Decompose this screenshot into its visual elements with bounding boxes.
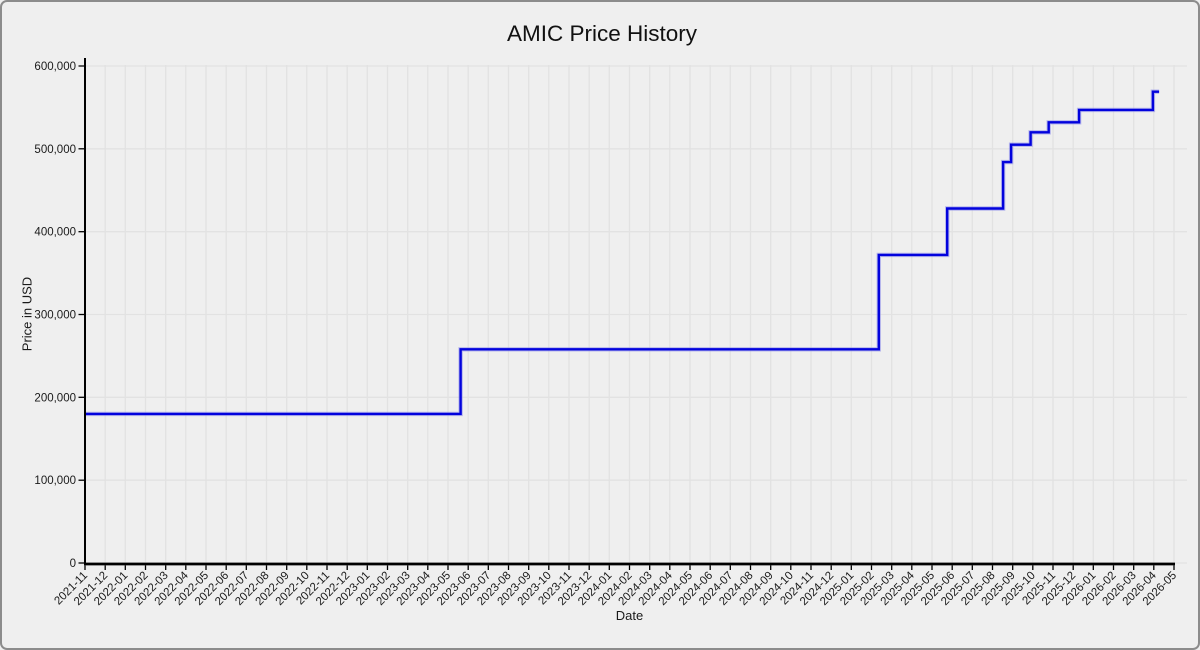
gridlines [84, 65, 1187, 564]
y-tick-label: 200,000 [34, 392, 76, 404]
y-tick-label: 0 [70, 558, 76, 570]
chart-title: AMIC Price History [506, 21, 698, 46]
y-axis-label: Price in USD [19, 276, 35, 352]
x-tick-labels: 2021-112021-122022-012022-022022-032022-… [52, 569, 1179, 608]
y-tick-label: 600,000 [34, 61, 76, 73]
tick-marks [78, 65, 1175, 570]
y-tick-label: 400,000 [34, 227, 76, 239]
x-axis-label: Date [615, 608, 644, 623]
y-tick-label: 500,000 [34, 144, 76, 156]
price-step-line [85, 90, 1160, 416]
y-tick-label: 300,000 [34, 310, 76, 322]
y-tick-label: 100,000 [34, 475, 76, 487]
y-tick-labels: 0 100,000 200,000 300,000 400,000 500,000 600,… [34, 61, 76, 570]
